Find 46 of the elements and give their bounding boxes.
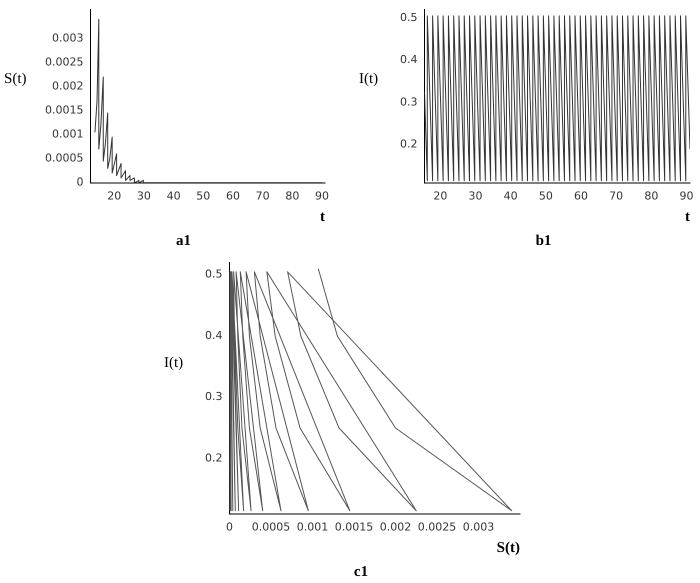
x-tick-label: 0.0015 bbox=[334, 520, 374, 534]
x-axis-title: t bbox=[320, 208, 325, 225]
x-tick-label: 70 bbox=[256, 189, 270, 202]
x-tick-label: 20 bbox=[107, 189, 122, 202]
y-tick-label: 0.2 bbox=[400, 138, 418, 151]
y-tick-label: 0.0025 bbox=[44, 55, 84, 68]
x-tick-label: 40 bbox=[504, 189, 518, 202]
x-axis-title: t bbox=[685, 208, 690, 225]
y-tick-label: 0.2 bbox=[204, 452, 222, 465]
x-tick-label: 60 bbox=[574, 189, 588, 202]
y-tick-label: 0.0005 bbox=[44, 152, 84, 165]
x-tick-label: 30 bbox=[136, 189, 151, 202]
text: c1 bbox=[354, 564, 368, 580]
y-tick-label: 0.4 bbox=[400, 53, 418, 66]
x-tick-label: 70 bbox=[609, 189, 624, 202]
text: b1 bbox=[536, 232, 552, 249]
x-axis-title: S(t) bbox=[496, 540, 520, 556]
x-tick-label: 80 bbox=[285, 189, 300, 202]
x-tick-label: 0.0025 bbox=[418, 520, 456, 534]
y-tick-label: 0.5 bbox=[204, 268, 222, 281]
y-tick-label: 0.003 bbox=[52, 31, 84, 44]
y-axis-title: I(t) bbox=[359, 70, 378, 87]
y-tick-label: 0.0015 bbox=[44, 103, 84, 116]
x-tick-label: 20 bbox=[433, 189, 448, 202]
x-tick-label: 90 bbox=[679, 189, 694, 202]
y-tick-label: 0.4 bbox=[204, 328, 222, 342]
y-tick-label: 0.5 bbox=[400, 10, 418, 24]
x-tick-label: 60 bbox=[226, 189, 240, 202]
y-tick-label: 0.3 bbox=[204, 390, 222, 404]
text: a1 bbox=[176, 232, 191, 249]
y-tick-label: 0.002 bbox=[52, 79, 84, 92]
y-tick-label: 0 bbox=[76, 176, 84, 189]
x-tick-label: 0.0005 bbox=[252, 520, 290, 534]
x-tick-label: 50 bbox=[196, 189, 210, 202]
x-tick-label: 40 bbox=[166, 189, 181, 202]
x-tick-label: 0.001 bbox=[296, 520, 328, 534]
x-tick-label: 0.003 bbox=[462, 520, 494, 534]
y-axis-title: S(t) bbox=[4, 70, 27, 87]
x-tick-label: 30 bbox=[468, 189, 482, 202]
y-tick-label: 0.3 bbox=[400, 95, 418, 108]
x-tick-label: 0 bbox=[226, 520, 233, 534]
x-tick-label: 80 bbox=[644, 189, 658, 202]
y-axis-title: I(t) bbox=[164, 355, 184, 372]
x-tick-label: 90 bbox=[315, 189, 330, 202]
y-tick-label: 0.001 bbox=[52, 128, 84, 141]
x-tick-label: 50 bbox=[538, 189, 553, 202]
